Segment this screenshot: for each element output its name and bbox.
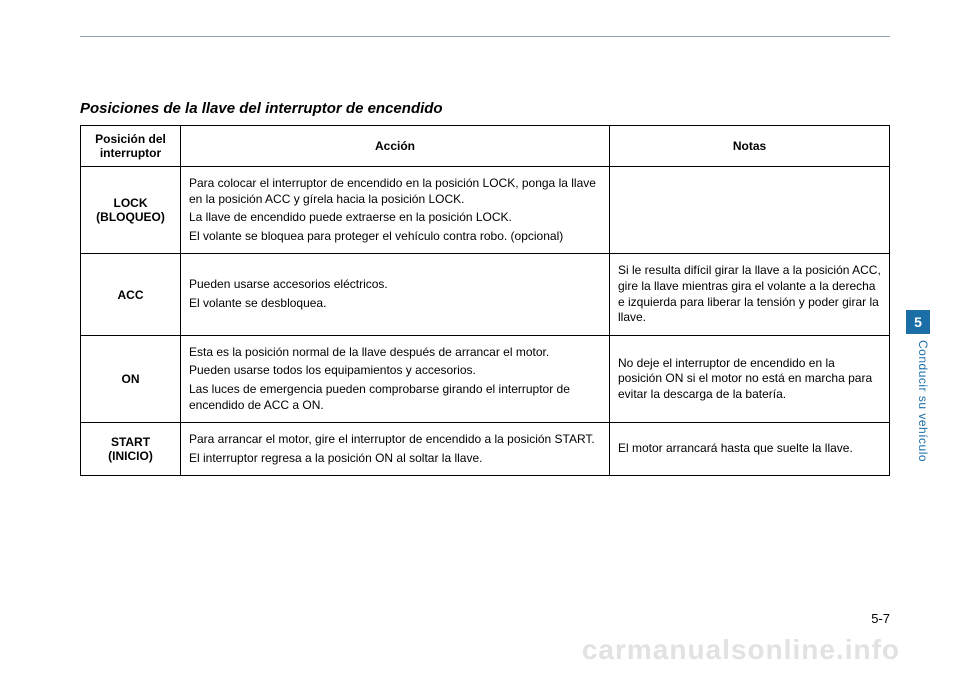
cell-notes: No deje el interruptor de encendido en l…: [610, 335, 890, 422]
table-row: START (INICIO) Para arrancar el motor, g…: [81, 423, 890, 476]
action-text: El volante se bloquea para proteger el v…: [189, 229, 601, 245]
cell-action: Esta es la posición normal de la llave d…: [181, 335, 610, 422]
header-notes: Notas: [610, 126, 890, 167]
table-header-row: Posición del interruptor Acción Notas: [81, 126, 890, 167]
cell-position: LOCK (BLOQUEO): [81, 167, 181, 254]
action-text: Para colocar el interruptor de encendido…: [189, 176, 601, 207]
section-title: Posiciones de la llave del interruptor d…: [80, 100, 890, 117]
action-text: El interruptor regresa a la posición ON …: [189, 451, 601, 467]
notes-text: Si le resulta difícil girar la llave a l…: [618, 263, 881, 325]
action-text: Las luces de emergencia pueden comprobar…: [189, 382, 601, 413]
cell-action: Para colocar el interruptor de encendido…: [181, 167, 610, 254]
cell-notes: Si le resulta difícil girar la llave a l…: [610, 254, 890, 335]
cell-notes: El motor arrancará hasta que suelte la l…: [610, 423, 890, 476]
header-position: Posición del interruptor: [81, 126, 181, 167]
notes-text: No deje el interruptor de encendido en l…: [618, 356, 881, 403]
cell-position: ON: [81, 335, 181, 422]
watermark: carmanualsonline.info: [582, 634, 900, 666]
cell-action: Para arrancar el motor, gire el interrup…: [181, 423, 610, 476]
page-number: 5-7: [871, 611, 890, 626]
table-row: ON Esta es la posición normal de la llav…: [81, 335, 890, 422]
table-row: LOCK (BLOQUEO) Para colocar el interrupt…: [81, 167, 890, 254]
chapter-tab: 5: [906, 310, 930, 334]
cell-notes: [610, 167, 890, 254]
action-text: Esta es la posición normal de la llave d…: [189, 345, 601, 361]
page-content: Posiciones de la llave del interruptor d…: [0, 0, 960, 676]
cell-action: Pueden usarse accesorios eléctricos. El …: [181, 254, 610, 335]
action-text: Para arrancar el motor, gire el interrup…: [189, 432, 601, 448]
table-row: ACC Pueden usarse accesorios eléctricos.…: [81, 254, 890, 335]
action-text: Pueden usarse accesorios eléctricos.: [189, 277, 601, 293]
notes-text: El motor arrancará hasta que suelte la l…: [618, 441, 881, 457]
cell-position: START (INICIO): [81, 423, 181, 476]
action-text: El volante se desbloquea.: [189, 296, 601, 312]
ignition-positions-table: Posición del interruptor Acción Notas LO…: [80, 125, 890, 476]
action-text: La llave de encendido puede extraerse en…: [189, 210, 601, 226]
header-action: Acción: [181, 126, 610, 167]
chapter-label: Conducir su vehículo: [906, 340, 930, 500]
cell-position: ACC: [81, 254, 181, 335]
action-text: Pueden usarse todos los equipamientos y …: [189, 363, 601, 379]
